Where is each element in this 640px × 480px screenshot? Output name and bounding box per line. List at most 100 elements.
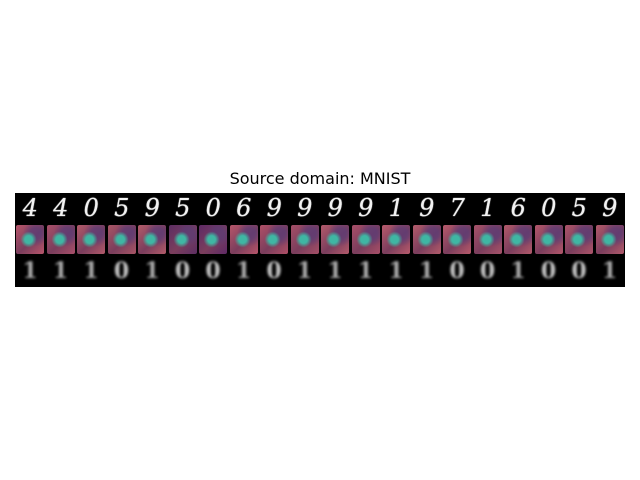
reconstruction-image [321,225,349,254]
reconstruction-cell [473,224,504,255]
source-digit: 5 [175,194,191,222]
output-image: 1 [327,257,343,284]
reconstruction-cell [198,224,229,255]
reconstruction-image [229,225,258,254]
source-digit-cell: 6 [229,193,260,224]
source-digit: 1 [480,194,496,222]
output-cell: 1 [503,255,534,286]
source-digit-cell: 4 [15,193,46,224]
source-digit-cell: 9 [351,193,382,224]
output-image: 1 [52,257,69,284]
output-cell: 0 [259,255,290,286]
source-digit: 6 [236,194,252,222]
output-cell: 1 [290,255,321,286]
reconstruction-cell [290,224,321,255]
output-cell: 0 [473,255,504,286]
source-digit-cell: 9 [290,193,321,224]
reconstruction-cell [259,224,290,255]
output-image: 1 [601,257,618,284]
output-cell: 0 [107,255,138,286]
output-cell: 1 [381,255,412,286]
output-image: 0 [479,257,496,284]
output-image: 1 [510,257,526,284]
output-cell: 0 [198,255,229,286]
source-digit-cell: 9 [137,193,168,224]
reconstruction-image [565,225,593,254]
source-digit-cell: 5 [107,193,138,224]
output-cell: 1 [137,255,168,286]
reconstruction-cell [564,224,595,255]
output-cell: 1 [320,255,351,286]
source-digit: 9 [266,194,282,222]
reconstruction-cell [320,224,351,255]
reconstruction-cell [412,224,443,255]
output-image: 0 [174,257,191,284]
output-image: 0 [266,257,282,284]
reconstruction-image [77,225,105,254]
output-image: 1 [144,257,160,284]
source-digit-cell: 9 [595,193,626,224]
output-cell: 0 [564,255,595,286]
reconstruction-cell [381,224,412,255]
output-image: 1 [83,257,99,284]
output-cell: 1 [229,255,260,286]
source-digit-cell: 0 [76,193,107,224]
reconstruction-image [534,225,563,254]
source-digit-cell: 0 [534,193,565,224]
source-digit: 6 [510,194,526,222]
reconstruction-image [351,225,380,254]
source-digit-cell: 9 [412,193,443,224]
source-digit: 9 [358,194,374,222]
reconstruction-image [290,225,319,254]
reconstruction-cell [15,224,46,255]
output-image: 0 [113,257,130,284]
source-digit-cell: 5 [564,193,595,224]
source-digit-cell: 9 [320,193,351,224]
reconstruction-image [412,225,441,254]
reconstruction-image [595,225,624,254]
reconstruction-cell [229,224,260,255]
output-image: 1 [296,257,313,284]
source-digit-cell: 1 [473,193,504,224]
source-digit-cell: 5 [168,193,199,224]
source-digit: 9 [602,194,618,222]
output-image: 0 [571,257,587,284]
source-digit: 1 [388,194,404,222]
reconstruction-image [382,225,410,254]
reconstruction-image [16,225,44,254]
reconstruction-image [199,225,227,254]
reconstruction-image [504,225,532,254]
reconstruction-cell [76,224,107,255]
output-image: 0 [540,257,557,284]
output-image: 0 [205,257,221,284]
output-cell: 0 [168,255,199,286]
reconstruction-image [260,225,288,254]
output-cell: 1 [412,255,443,286]
reconstruction-cell [351,224,382,255]
reconstruction-image [138,225,166,254]
source-digit-cell: 0 [198,193,229,224]
source-digit: 4 [53,194,69,222]
reconstruction-row [15,224,625,255]
reconstruction-cell [137,224,168,255]
output-cell: 1 [15,255,46,286]
output-cell: 1 [46,255,77,286]
output-cell: 0 [534,255,565,286]
reconstruction-cell [534,224,565,255]
figure-title: Source domain: MNIST [229,169,411,188]
reconstruction-image [168,225,197,254]
reconstruction-image [443,225,471,254]
reconstruction-cell [46,224,77,255]
source-digit-cell: 1 [381,193,412,224]
source-digit: 7 [449,194,465,222]
output-image: 0 [449,257,465,284]
output-cell: 1 [76,255,107,286]
source-digit: 0 [205,194,221,222]
reconstruction-image [46,225,75,254]
source-digit-cell: 4 [46,193,77,224]
source-digit: 9 [297,194,313,222]
source-digit: 9 [327,194,343,222]
source-digit-cell: 7 [442,193,473,224]
